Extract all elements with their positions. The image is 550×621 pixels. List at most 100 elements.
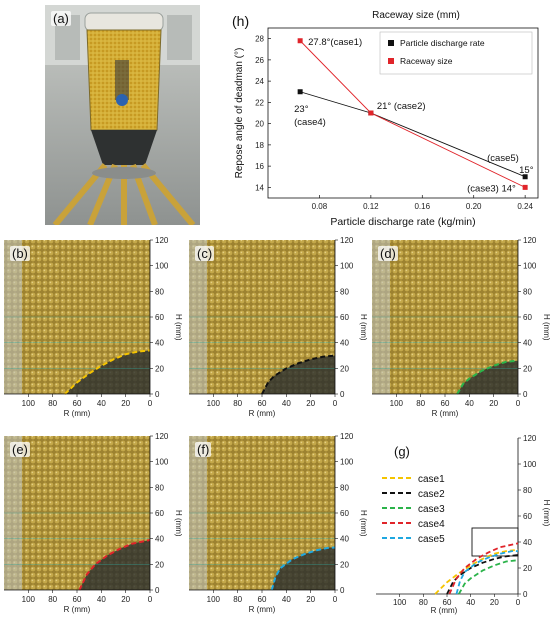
r-tick-label: 60 bbox=[258, 595, 267, 604]
h-tick-label: 60 bbox=[340, 313, 349, 322]
r-tick-label: 20 bbox=[306, 399, 315, 408]
h-tick-label: 0 bbox=[340, 586, 345, 595]
r-tick-label: 40 bbox=[97, 399, 106, 408]
chart-h-annotation-3: 21° (case2) bbox=[377, 101, 426, 112]
raceway-photo-b: 0 20 40 60 80 100 120 100 80 60 40 20 0 R (mm) H (mm) bbox=[4, 236, 183, 418]
r-tick-label: 100 bbox=[22, 399, 36, 408]
h-tick-label: 0 bbox=[523, 390, 528, 399]
h-tick-label: 120 bbox=[523, 236, 537, 245]
panel-a-photo: (a) bbox=[45, 5, 200, 227]
h-tick-label: 100 bbox=[340, 458, 354, 467]
h-tick-label: 40 bbox=[155, 535, 164, 544]
chart-h-xlabel: Particle discharge rate (kg/min) bbox=[330, 216, 475, 228]
r-tick-label: 0 bbox=[516, 399, 521, 408]
h-tick-label: 100 bbox=[155, 262, 169, 271]
chart-h-y-tick-label: 16 bbox=[255, 162, 264, 171]
h-tick-label: 40 bbox=[523, 339, 532, 348]
r-tick-label: 100 bbox=[390, 399, 404, 408]
raceway-photo-e: 0 20 40 60 80 100 120 100 80 60 40 20 0 R (mm) H (mm) bbox=[4, 432, 183, 614]
h-tick-label: 0 bbox=[340, 390, 345, 399]
h-axis-label: H (mm) bbox=[174, 314, 182, 341]
panel-label-h: (h) bbox=[232, 13, 249, 29]
r-tick-label: 40 bbox=[465, 399, 474, 408]
chart-h-point-s1-1 bbox=[368, 110, 374, 116]
chart-h-legend-box bbox=[379, 31, 533, 75]
chart-g-y-tick-label: 60 bbox=[523, 512, 532, 521]
chart-g-x-tick-label: 80 bbox=[419, 598, 428, 607]
chart-h-y-tick-label: 24 bbox=[255, 77, 264, 86]
panel-f-photo: 0 20 40 60 80 100 120 100 80 60 40 20 0 R (mm) H (mm) (… bbox=[185, 428, 368, 616]
chart-g-y-tick-label: 40 bbox=[523, 538, 532, 547]
r-tick-label: 80 bbox=[233, 399, 242, 408]
chart-h-ylabel: Repose angle of deadman (°) bbox=[234, 48, 245, 179]
panel-e-photo: 0 20 40 60 80 100 120 100 80 60 40 20 0 R (mm) H (mm) (… bbox=[0, 428, 183, 616]
h-tick-label: 20 bbox=[340, 364, 349, 373]
h-tick-label: 80 bbox=[340, 287, 349, 296]
h-tick-label: 0 bbox=[155, 390, 160, 399]
chart-g-line-case4 bbox=[448, 542, 519, 595]
chart-g-y-tick-label: 100 bbox=[523, 460, 537, 469]
r-tick-label: 40 bbox=[97, 595, 106, 604]
raceway-photo-f: 0 20 40 60 80 100 120 100 80 60 40 20 0 R (mm) H (mm) bbox=[189, 432, 368, 614]
panel-label-e: (e) bbox=[10, 442, 30, 457]
chart-h-y-tick-label: 22 bbox=[255, 98, 264, 107]
h-tick-label: 0 bbox=[155, 586, 160, 595]
h-tick-label: 120 bbox=[340, 432, 354, 441]
r-tick-label: 80 bbox=[416, 399, 425, 408]
h-tick-label: 80 bbox=[523, 287, 532, 296]
chart-h-point-s0-0 bbox=[297, 89, 303, 95]
raceway-zone bbox=[457, 360, 518, 394]
panel-label-f: (f) bbox=[195, 442, 212, 457]
r-tick-label: 0 bbox=[148, 399, 153, 408]
r-axis-label: R (mm) bbox=[249, 605, 276, 614]
h-axis-label: H (mm) bbox=[542, 314, 550, 341]
chart-h-legend: Particle discharge rate Raceway size bbox=[379, 31, 533, 75]
chart-g-y-tick-label: 20 bbox=[523, 564, 532, 573]
legend-label-raceway-size: Raceway size bbox=[400, 56, 453, 66]
chart-h-y-ticks: 14 16 18 20 22 24 26 28 bbox=[255, 35, 271, 192]
chart-g-x-tick-label: 60 bbox=[443, 598, 452, 607]
chart-h-annotation-2: (case4) bbox=[294, 117, 326, 128]
r-tick-label: 80 bbox=[48, 595, 57, 604]
h-tick-label: 100 bbox=[155, 458, 169, 467]
h-tick-label: 100 bbox=[523, 262, 537, 271]
chart-g-line-case3 bbox=[458, 559, 519, 595]
h-tick-label: 120 bbox=[340, 236, 354, 245]
panel-h-chart: (h) Raceway size (mm) 0.08 0.12 0.16 0.20 0.… bbox=[228, 0, 550, 232]
chart-h-annotation-0: 27.8°(case1) bbox=[308, 37, 362, 48]
r-tick-label: 100 bbox=[22, 595, 36, 604]
raceway-zone bbox=[271, 547, 335, 590]
h-tick-label: 60 bbox=[340, 509, 349, 518]
chart-g-x-tick-label: 40 bbox=[466, 598, 475, 607]
raceway-boundary-f bbox=[270, 546, 335, 591]
panel-label-a: (a) bbox=[51, 11, 71, 26]
panel-label-b: (b) bbox=[10, 246, 30, 261]
raceway-boundary-b bbox=[64, 349, 151, 395]
chart-h-x-ticks: 0.08 0.12 0.16 0.20 0.24 bbox=[312, 195, 533, 211]
h-tick-label: 20 bbox=[523, 364, 532, 373]
h-tick-label: 40 bbox=[340, 339, 349, 348]
raceway-boundary-c bbox=[261, 354, 336, 395]
r-tick-label: 0 bbox=[333, 595, 338, 604]
h-tick-label: 120 bbox=[155, 432, 169, 441]
raceway-zone bbox=[79, 539, 150, 590]
h-tick-label: 60 bbox=[523, 313, 532, 322]
chart-h-plot-frame bbox=[267, 27, 539, 199]
raceway-boundary-d bbox=[456, 359, 519, 395]
r-tick-label: 60 bbox=[258, 399, 267, 408]
panel-d-photo: 0 20 40 60 80 100 120 100 80 60 40 20 0 R (mm) H (mm) (… bbox=[368, 232, 550, 420]
chart-g-legend-label-case2: case2 bbox=[418, 489, 445, 500]
chart-g-line-case5 bbox=[455, 550, 518, 595]
h-tick-label: 100 bbox=[340, 262, 354, 271]
chart-h-annotation-1: 23° bbox=[294, 104, 309, 115]
h-axis-label: H (mm) bbox=[359, 510, 367, 537]
r-tick-label: 80 bbox=[48, 399, 57, 408]
r-tick-label: 40 bbox=[282, 399, 291, 408]
chart-g-y-tick-label: 80 bbox=[523, 486, 532, 495]
chart-g-legend-label-case4: case4 bbox=[418, 519, 445, 530]
chart-h-x-tick-label: 0.16 bbox=[414, 202, 430, 211]
r-tick-label: 100 bbox=[207, 595, 221, 604]
chart-g-legend-label-case5: case5 bbox=[418, 534, 445, 545]
chart-g-line-case1 bbox=[434, 548, 519, 595]
chart-g-legend: case1 case2 case3 case4 case5 bbox=[382, 474, 445, 545]
